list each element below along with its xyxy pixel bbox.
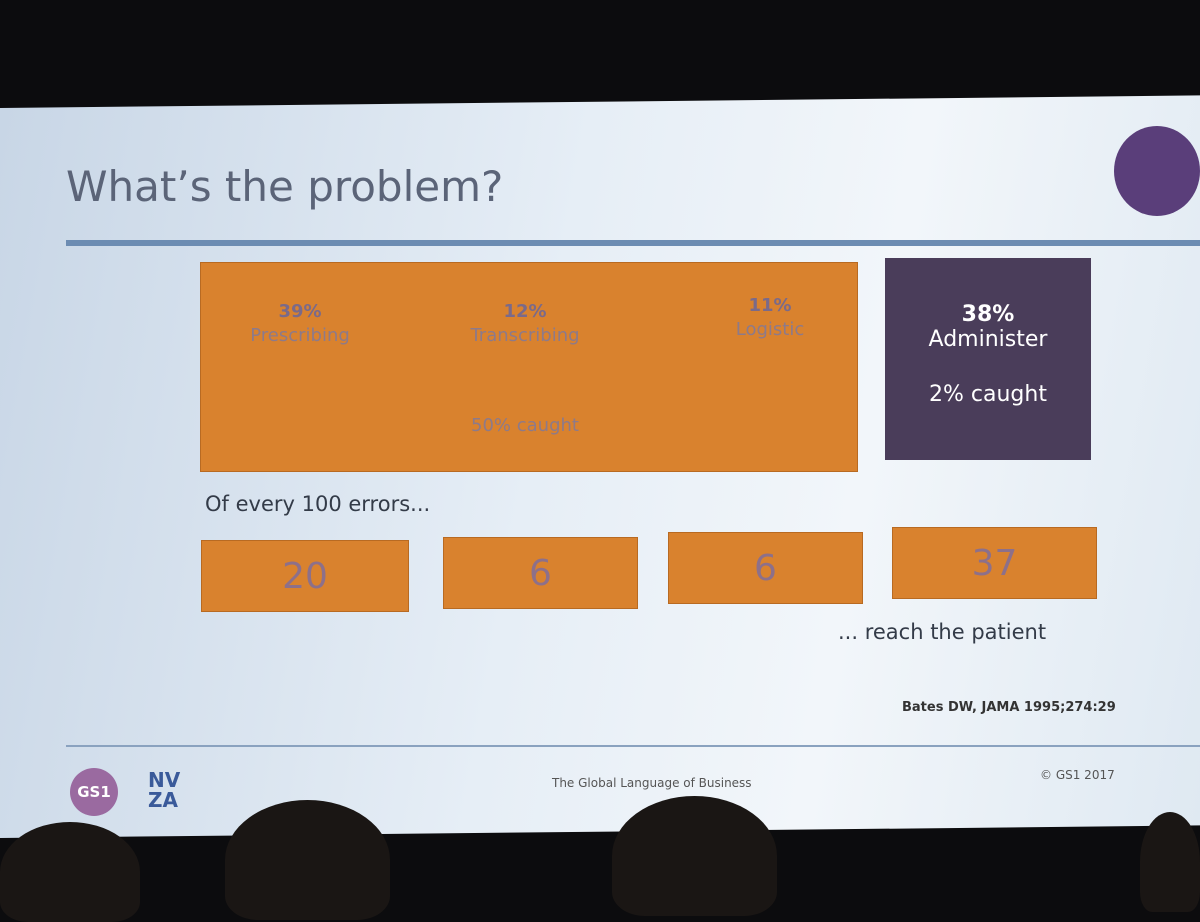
administer-label: Administer <box>928 327 1048 352</box>
audience <box>612 796 777 916</box>
stage-label: Prescribing <box>250 325 350 346</box>
count-box: 37 <box>892 527 1097 599</box>
audience <box>1140 812 1200 912</box>
title-rule <box>66 240 1200 246</box>
stage: 11% Logistic <box>700 294 840 342</box>
stage-label: Transcribing <box>470 325 580 346</box>
stage-label: Logistic <box>735 319 805 340</box>
stage-percent: 11% <box>748 295 792 316</box>
intro: Of every 100 errors... <box>205 492 431 516</box>
administer-percent: 38% <box>961 302 1015 327</box>
slide-title: What’s the problem? <box>66 162 504 211</box>
page: What’s the problem? 39% Prescribing 12% Tr… <box>0 95 1200 922</box>
icon <box>1114 126 1200 216</box>
count-box: 20 <box>201 540 409 612</box>
outro: ... reach the patient <box>838 620 1047 644</box>
stage: 39% Prescribing <box>220 300 380 348</box>
administer-caught: 2% caught <box>929 382 1047 407</box>
citation: Bates DW, JAMA 1995;274:29 <box>902 700 1116 715</box>
stages-box <box>200 262 858 472</box>
logo-gs1: GS1 <box>70 768 118 816</box>
stage-percent: 12% <box>503 301 547 322</box>
count-box: 6 <box>443 537 638 609</box>
administer-box: 38% Administer 2% caught <box>885 258 1091 460</box>
tagline: The Global Language of Business <box>552 776 752 790</box>
logo-za: ZA <box>148 788 178 812</box>
audience <box>225 800 390 920</box>
audience <box>0 822 140 922</box>
logo-nvza: NV ZA <box>148 770 180 810</box>
stage-percent: 39% <box>278 301 322 322</box>
stages-caught: 50% caught <box>471 415 579 436</box>
logo-nv: NV <box>148 768 181 792</box>
copyright: © GS1 2017 <box>1040 768 1115 782</box>
footer-rule <box>66 745 1200 747</box>
count-box: 6 <box>668 532 863 604</box>
stage: 12% Transcribing <box>440 300 610 348</box>
